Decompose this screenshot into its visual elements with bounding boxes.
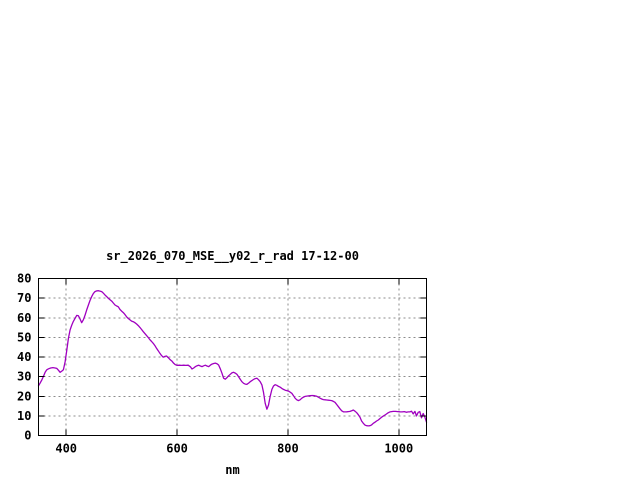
y-tick-label: 0 xyxy=(24,429,31,443)
y-tick-label: 50 xyxy=(17,330,31,344)
chart-title: sr_2026_070_MSE__y02_r_rad 17-12-00 xyxy=(106,249,359,263)
series-line xyxy=(37,290,428,427)
x-tick-label: 1000 xyxy=(384,442,413,456)
y-tick-label: 60 xyxy=(17,311,31,325)
x-tick-label: 600 xyxy=(166,442,188,456)
y-tick-label: 80 xyxy=(17,272,31,286)
y-tick-label: 30 xyxy=(17,370,31,384)
x-tick-label: 800 xyxy=(277,442,299,456)
y-tick-label: 10 xyxy=(17,409,31,423)
x-tick-label: 400 xyxy=(55,442,77,456)
y-tick-label: 70 xyxy=(17,291,31,305)
y-tick-label: 20 xyxy=(17,389,31,403)
plot-frame xyxy=(38,278,427,436)
x-axis-label: nm xyxy=(225,463,240,477)
y-tick-label: 40 xyxy=(17,350,31,364)
